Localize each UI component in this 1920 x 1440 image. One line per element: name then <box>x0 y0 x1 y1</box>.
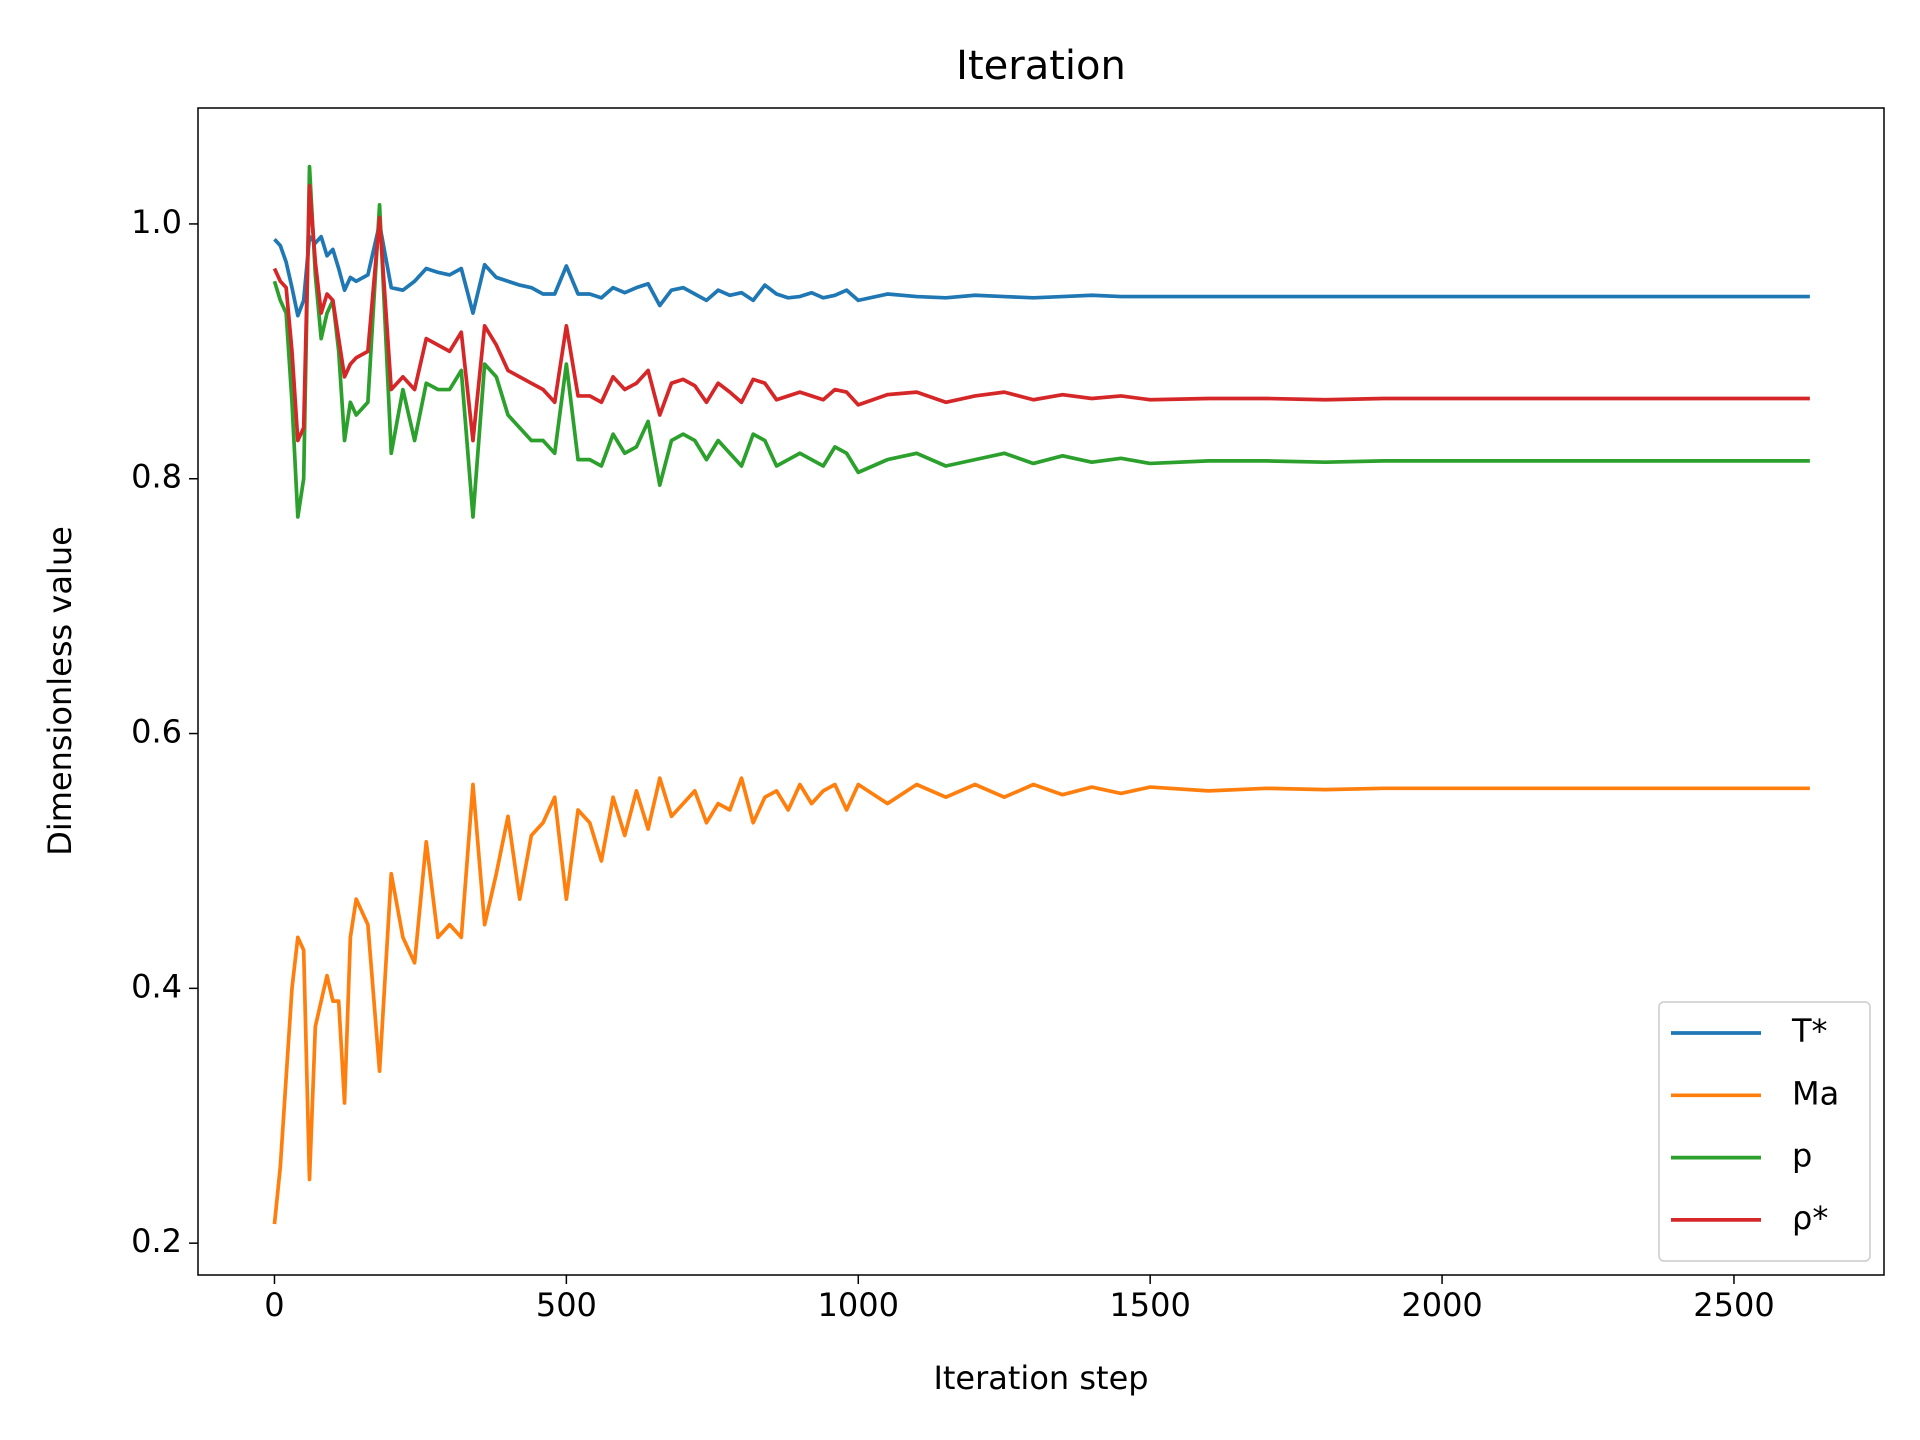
series-line <box>272 183 1810 443</box>
y-tick-label: 0.2 <box>131 1222 182 1260</box>
series-line <box>273 222 1810 318</box>
legend-label: ρ* <box>1792 1199 1828 1237</box>
series-line <box>272 776 1810 1225</box>
x-tick-label: 0 <box>264 1286 284 1324</box>
y-tick-label: 0.4 <box>131 967 182 1005</box>
x-tick-label: 2000 <box>1401 1286 1482 1324</box>
y-tick-label: 0.6 <box>131 713 182 751</box>
chart-title: Iteration <box>956 43 1126 89</box>
y-tick-label: 1.0 <box>131 203 182 241</box>
x-tick-label: 1500 <box>1109 1286 1190 1324</box>
plot-frame <box>197 107 1885 1276</box>
y-tick-label: 0.8 <box>131 458 182 496</box>
x-tick-label: 1000 <box>818 1286 899 1324</box>
x-tick-label: 500 <box>536 1286 597 1324</box>
legend: T* Ma p ρ* <box>1658 1001 1871 1262</box>
legend-label: Ma <box>1792 1074 1839 1112</box>
legend-label: p <box>1792 1137 1812 1175</box>
x-axis-label: Iteration step <box>933 1359 1148 1397</box>
x-tick-label: 2500 <box>1693 1286 1774 1324</box>
series-line <box>272 164 1810 519</box>
legend-frame <box>1658 1001 1871 1262</box>
legend-label: T* <box>1791 1012 1828 1050</box>
y-axis-label: Dimensionless value <box>41 526 79 856</box>
